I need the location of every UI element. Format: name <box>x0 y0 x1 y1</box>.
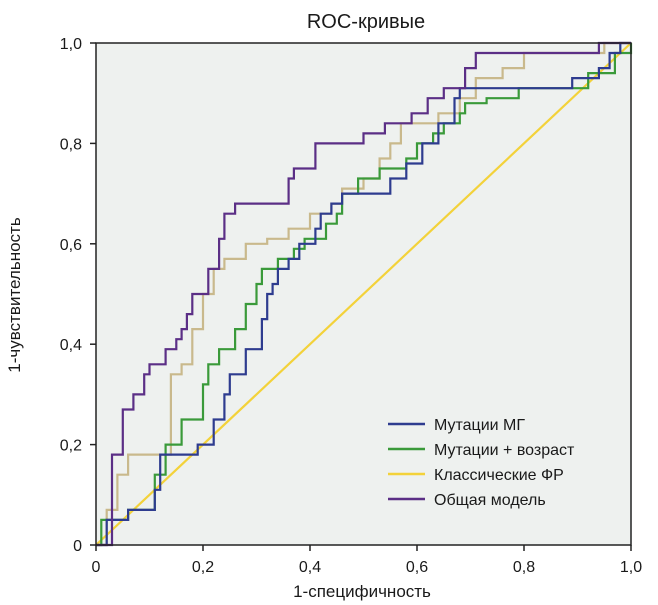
legend-label: Мутации МГ <box>434 417 525 434</box>
y-tick-label: 0,2 <box>60 438 82 455</box>
legend: Мутации МГ Мутации + возраст Классические … <box>388 417 575 509</box>
x-tick-label: 0,8 <box>513 559 535 576</box>
y-tick-label: 0,4 <box>60 337 82 354</box>
x-axis-label: 1-специфичность <box>293 582 431 601</box>
x-tick-label: 0,4 <box>299 559 321 576</box>
x-tick-label: 0,6 <box>406 559 428 576</box>
plot-frame <box>95 42 632 546</box>
axes-layer: 00 0,2 0,2 0,4 0,4 0,6 0,6 0,8 0,8 1,0 1,0 <box>60 36 642 576</box>
series-line-4 <box>96 41 631 547</box>
x-tick-label: 0,2 <box>192 559 214 576</box>
legend-label: Классические ФР <box>434 467 564 484</box>
y-tick-label: 0,8 <box>60 136 82 153</box>
legend-label: Общая модель <box>434 492 546 509</box>
series-line-2 <box>95 42 632 546</box>
x-tick-label: 1,0 <box>620 559 642 576</box>
series-line-1 <box>96 43 633 547</box>
chart-title: ROC-кривые <box>307 11 425 33</box>
legend-label: Мутации + возраст <box>434 442 575 459</box>
y-tick-label: 1,0 <box>60 36 82 53</box>
y-tick-label: 0,6 <box>60 237 82 254</box>
series-layer <box>95 41 633 547</box>
x-tick-label: 0 <box>92 559 101 576</box>
y-tick-label: 0 <box>73 538 82 555</box>
y-axis-label: 1-чувствительность <box>5 217 24 373</box>
series-line-0 <box>96 41 631 547</box>
series-line-3 <box>96 41 631 547</box>
